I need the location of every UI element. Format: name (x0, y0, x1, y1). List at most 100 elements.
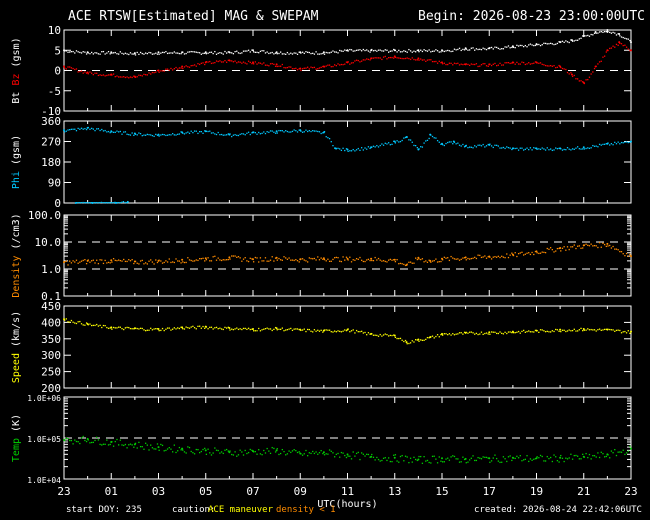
data-dot-bt_bz (415, 51, 417, 53)
data-dot-density (96, 259, 98, 261)
data-dot-bt_bz (322, 65, 324, 68)
data-dot-speed (101, 326, 103, 329)
data-dot-bt_bz (334, 64, 336, 66)
data-dot-speed (106, 326, 108, 329)
data-dot-phi (420, 146, 422, 148)
data-dot-bt_bz (585, 35, 587, 37)
data-dot-bt_bz (295, 52, 297, 54)
data-dot-speed (389, 334, 391, 337)
data-dot-bt_bz (210, 51, 213, 53)
data-dot-bt_bz (99, 74, 101, 76)
data-dot-phi (440, 143, 442, 145)
data-dot-temp (286, 453, 289, 455)
data-dot-speed (556, 329, 559, 331)
data-dot-phi (501, 147, 503, 149)
data-dot-temp (406, 456, 408, 458)
data-dot-bt_bz (65, 68, 67, 70)
data-point-density (204, 257, 207, 260)
data-dot-speed (396, 337, 398, 340)
data-dot-phi (80, 127, 83, 129)
data-dot-phi (100, 201, 103, 204)
data-dot-bt_bz (84, 71, 86, 73)
data-dot-bt_bz (401, 51, 403, 53)
data-dot-temp (328, 449, 331, 451)
data-dot-bt_bz (199, 52, 201, 54)
data-dot-temp (485, 456, 488, 459)
data-dot-phi (207, 130, 209, 133)
data-dot-bt_bz (85, 53, 88, 55)
y-axis-label-part: Bt (11, 92, 22, 104)
data-dot-density (467, 257, 469, 260)
y-tick-label-density: 100.0 (28, 209, 61, 222)
data-dot-phi (109, 131, 111, 134)
data-dot-temp (202, 448, 204, 451)
data-dot-bt_bz (420, 58, 422, 60)
data-dot-density (502, 256, 505, 258)
data-dot-speed (114, 327, 116, 329)
data-point-bt_bz (570, 73, 573, 76)
data-dot-temp (155, 448, 157, 450)
data-dot-phi (160, 134, 162, 136)
data-dot-bt_bz (283, 66, 285, 69)
data-dot-temp (600, 451, 602, 453)
data-dot-bt_bz (447, 63, 449, 66)
data-dot-speed (553, 330, 555, 333)
data-dot-phi (514, 147, 516, 150)
data-dot-bt_bz (598, 61, 601, 63)
data-dot-bt_bz (524, 63, 526, 66)
data-dot-bt_bz (114, 76, 116, 78)
data-dot-temp (325, 453, 327, 455)
data-dot-bt_bz (121, 52, 123, 55)
data-dot-bt_bz (222, 53, 224, 55)
data-dot-bt_bz (303, 52, 305, 55)
data-dot-phi (99, 202, 101, 204)
data-dot-phi (463, 146, 466, 148)
data-dot-bt_bz (210, 62, 213, 65)
data-dot-phi (362, 149, 364, 151)
data-dot-temp (158, 449, 160, 451)
data-dot-temp (234, 451, 236, 453)
data-dot-temp (362, 453, 364, 455)
data-dot-density (347, 259, 349, 261)
x-tick-label: 21 (577, 485, 590, 498)
data-dot-temp (332, 452, 334, 454)
data-dot-temp (521, 460, 523, 462)
data-dot-density (382, 260, 385, 262)
data-dot-bt_bz (79, 70, 81, 73)
data-point-density (110, 259, 113, 262)
data-dot-density (269, 259, 272, 261)
data-dot-bt_bz (172, 69, 174, 71)
data-dot-bt_bz (101, 74, 103, 77)
data-dot-phi (155, 133, 157, 136)
data-dot-speed (295, 328, 297, 330)
data-dot-density (420, 258, 422, 261)
data-dot-temp (87, 439, 89, 441)
data-dot-speed (220, 328, 223, 330)
data-dot-phi (95, 202, 98, 204)
data-dot-bt_bz (416, 49, 418, 52)
data-dot-bt_bz (602, 56, 604, 58)
data-dot-density (369, 259, 371, 262)
data-dot-bt_bz (253, 63, 255, 65)
data-dot-density (440, 260, 442, 263)
data-dot-bt_bz (469, 49, 471, 51)
data-dot-phi (188, 132, 191, 135)
data-dot-phi (234, 134, 236, 136)
data-dot-bt_bz (408, 57, 410, 60)
data-dot-speed (583, 329, 586, 331)
data-dot-bt_bz (388, 56, 390, 59)
data-dot-density (605, 245, 607, 248)
data-dot-density (571, 246, 574, 248)
data-dot-temp (214, 447, 216, 449)
data-dot-density (352, 259, 354, 261)
data-dot-temp (139, 445, 142, 448)
data-dot-speed (128, 326, 130, 329)
data-dot-density (401, 263, 403, 265)
data-dot-temp (261, 454, 263, 456)
data-dot-bt_bz (82, 51, 84, 53)
data-dot-temp (310, 452, 312, 455)
data-dot-speed (416, 339, 418, 341)
data-dot-density (118, 259, 120, 261)
data-dot-bt_bz (322, 52, 324, 55)
data-dot-phi (546, 147, 548, 149)
